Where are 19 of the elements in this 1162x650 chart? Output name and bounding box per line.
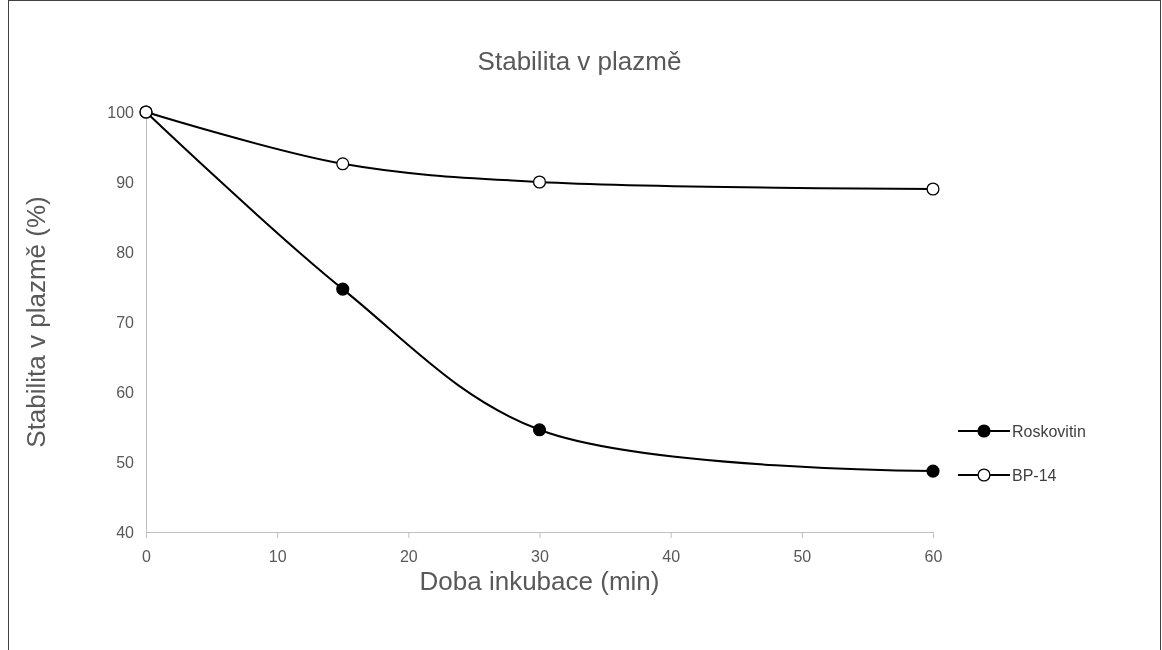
x-tick-label: 50 <box>793 547 812 565</box>
y-tick-label: 70 <box>116 313 135 331</box>
y-tick-label: 90 <box>116 173 135 191</box>
y-axis-title: Stabilita v plazmě (%) <box>21 196 51 448</box>
chart-title: Stabilita v plazmě <box>477 46 682 76</box>
x-tick-label: 60 <box>924 547 943 565</box>
x-tick-label: 10 <box>268 547 287 565</box>
legend-label: BP-14 <box>1012 467 1057 484</box>
legend-label: Roskovitin <box>1012 423 1086 440</box>
y-tick-label: 80 <box>116 243 135 261</box>
y-tick-label: 100 <box>107 103 135 121</box>
x-tick-label: 0 <box>142 547 152 565</box>
x-tick-label: 40 <box>662 547 681 565</box>
y-tick-label: 60 <box>116 383 135 401</box>
y-tick-label: 50 <box>116 453 135 471</box>
y-tick-label: 40 <box>116 523 135 541</box>
x-tick-label: 20 <box>399 547 418 565</box>
x-axis-title: Doba inkubace (min) <box>419 566 660 596</box>
x-tick-label: 30 <box>531 547 549 565</box>
